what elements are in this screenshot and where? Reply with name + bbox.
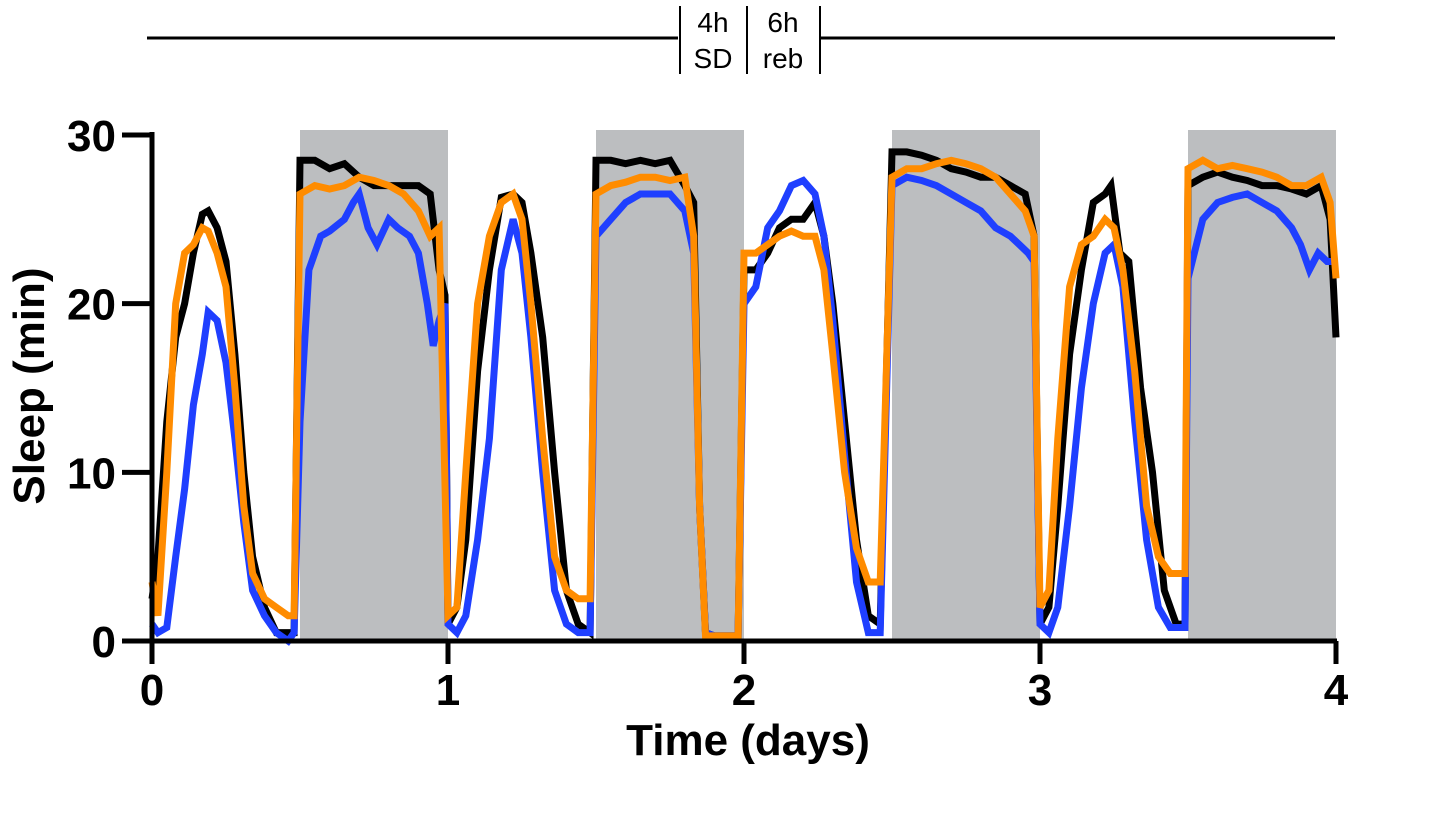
sd-label-duration: 4h [697,7,728,38]
y-tick-label-0: 0 [92,618,116,667]
dark-period-4 [1188,130,1336,641]
dark-period-1 [300,130,448,641]
x-tick-label-0: 0 [140,666,164,715]
dark-period-3 [892,130,1040,641]
x-tick-label-1: 1 [436,666,460,715]
x-axis-label: Time (days) [626,716,870,765]
x-tick-label-4: 4 [1324,666,1349,715]
y-axis-label: Sleep (min) [5,267,54,504]
x-axis-ticks: 0 1 2 3 4 [140,641,1349,715]
y-tick-label-20: 20 [67,281,116,330]
dark-period-shading [300,130,1336,641]
sd-timeline: 4h SD 6h reb [147,6,1335,74]
y-tick-label-10: 10 [67,449,116,498]
y-axis-ticks: 0 10 20 30 [67,112,152,667]
x-tick-label-3: 3 [1028,666,1052,715]
series-line-3 [148,156,1340,640]
dark-period-2 [596,130,744,641]
rebound-label-duration: 6h [767,7,798,38]
sd-label-name: SD [694,43,733,74]
rebound-label-name: reb [763,43,803,74]
y-tick-label-30: 30 [67,112,116,161]
x-tick-label-2: 2 [732,666,756,715]
series-lines [148,148,1340,646]
